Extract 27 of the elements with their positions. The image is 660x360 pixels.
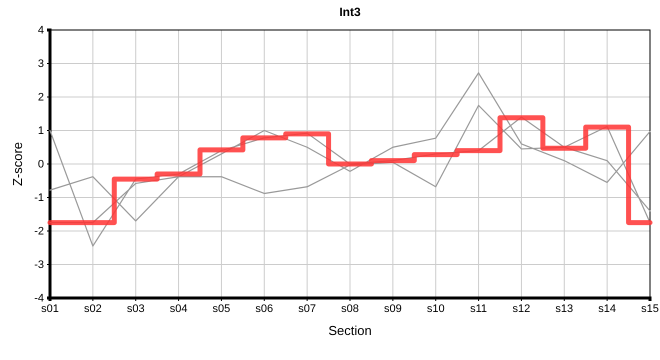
y-tick-label: 2 xyxy=(38,92,44,104)
x-tick-label: s11 xyxy=(470,302,488,315)
x-tick-label: s08 xyxy=(341,302,359,315)
x-tick-label: s04 xyxy=(170,302,188,315)
y-tick-label: 0 xyxy=(38,158,44,171)
x-tick-label: s09 xyxy=(384,302,402,315)
x-tick-label: s02 xyxy=(84,302,102,315)
y-tick-label: -4 xyxy=(34,292,44,305)
x-axis-title: Section xyxy=(328,323,372,338)
x-tick-label: s03 xyxy=(126,302,145,315)
x-tick-label: s13 xyxy=(555,302,574,315)
x-tick-label: s10 xyxy=(426,302,445,315)
x-tick-label: s15 xyxy=(641,302,659,315)
x-tick-label: s07 xyxy=(298,302,316,315)
x-tick-label: s01 xyxy=(41,302,59,315)
y-tick-label: 4 xyxy=(38,24,44,37)
y-tick-label: 3 xyxy=(38,58,44,70)
x-tick-label: s14 xyxy=(598,302,616,315)
y-axis-title: Z-score xyxy=(10,142,25,186)
y-tick-label: 1 xyxy=(38,125,44,138)
chart-title: Int3 xyxy=(339,5,361,19)
x-tick-label: s05 xyxy=(212,302,230,315)
x-tick-label: s12 xyxy=(512,302,530,315)
x-tick-label: s06 xyxy=(255,302,274,315)
y-tick-label: -1 xyxy=(34,192,44,204)
y-tick-label: -3 xyxy=(34,259,44,272)
y-tick-label: -2 xyxy=(34,226,44,238)
